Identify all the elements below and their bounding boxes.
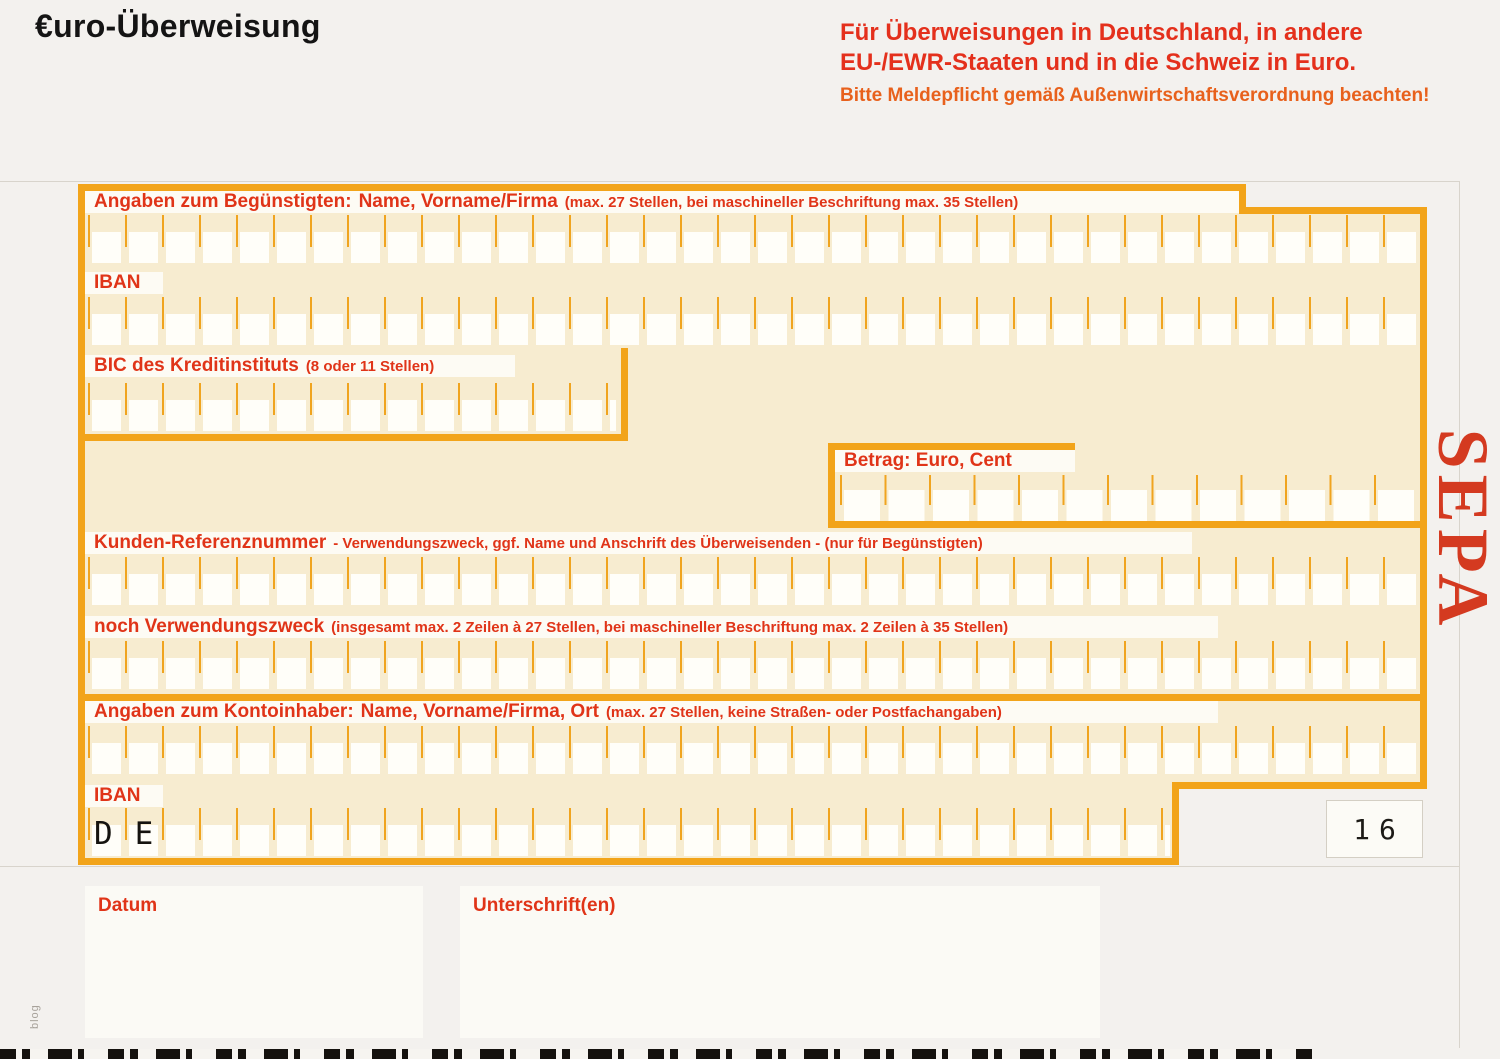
form-border-segment	[828, 521, 1427, 528]
divider	[0, 181, 1460, 182]
form-border-segment	[78, 184, 1246, 191]
bic-field[interactable]	[88, 383, 616, 431]
reference-field[interactable]	[88, 557, 1418, 605]
date-label: Datum	[98, 895, 158, 916]
form-border-segment	[1239, 184, 1246, 214]
purpose-label: noch Verwendungszweck	[94, 616, 325, 637]
form-number: 16	[1353, 812, 1405, 846]
bic-hint: (8 oder 11 Stellen)	[305, 357, 435, 375]
account-iban-field[interactable]	[88, 808, 1170, 856]
account-holder-hint: (max. 27 Stellen, keine Straßen- oder Po…	[605, 703, 1002, 721]
form-border-segment	[1172, 782, 1427, 789]
field-label-beneficiary: Angaben zum Begünstigten: Name, Vorname/…	[85, 191, 1239, 213]
bic-label: BIC des Kreditinstituts	[94, 355, 299, 376]
amount-field[interactable]	[840, 475, 1418, 521]
account-holder-field[interactable]	[88, 726, 1418, 774]
signature-label: Unterschrift(en)	[473, 895, 616, 916]
field-label-bic: BIC des Kreditinstituts (8 oder 11 Stell…	[85, 355, 515, 377]
purpose-second-line-field[interactable]	[88, 641, 1418, 689]
form-border-segment	[78, 694, 1427, 701]
reference-label: Kunden-Referenznummer	[94, 532, 327, 553]
notice-line-1: Für Überweisungen in Deutschland, in and…	[840, 19, 1363, 46]
beneficiary-name-field[interactable]	[88, 215, 1418, 263]
comb-boxes	[92, 658, 1418, 689]
field-label-account-holder: Angaben zum Kontoinhaber: Name, Vorname/…	[85, 701, 1218, 723]
divider	[1459, 181, 1460, 1048]
code-strip	[0, 1049, 1312, 1059]
field-label-amount: Betrag: Euro, Cent	[835, 450, 1075, 472]
comb-boxes	[92, 743, 1418, 774]
form-border-segment	[78, 434, 628, 441]
beneficiary-hint: (max. 27 Stellen, bei maschineller Besch…	[564, 193, 1019, 211]
account-holder-label: Angaben zum Kontoinhaber:	[94, 701, 354, 722]
form-border-segment	[621, 348, 628, 441]
comb-boxes	[92, 314, 1418, 345]
form-border-segment	[1420, 207, 1427, 789]
form-border-segment	[828, 443, 835, 528]
account-holder-sublabel: Name, Vorname/Firma, Ort	[360, 701, 599, 722]
reference-hint: - Verwendungszweck, ggf. Name und Anschr…	[333, 534, 983, 552]
form-border-segment	[78, 184, 85, 865]
amount-label: Betrag: Euro, Cent	[844, 450, 1012, 471]
date-box[interactable]: Datum	[85, 886, 423, 1038]
beneficiary-label: Angaben zum Begünstigten:	[94, 191, 352, 212]
form-title: €uro-Überweisung	[35, 8, 321, 44]
signature-box[interactable]: Unterschrift(en)	[460, 886, 1100, 1038]
form-border-segment	[1239, 207, 1427, 214]
comb-boxes	[92, 400, 616, 431]
notice-line-2: EU-/EWR-Staaten und in die Schweiz in Eu…	[840, 49, 1357, 76]
field-label-purpose: noch Verwendungszweck (insgesamt max. 2 …	[85, 616, 1218, 638]
form-border-segment	[1172, 782, 1179, 865]
comb-boxes	[92, 825, 1170, 856]
form-border-segment	[828, 443, 1075, 450]
transfer-notice: Für Überweisungen in Deutschland, in and…	[840, 18, 1480, 108]
beneficiary-sublabel: Name, Vorname/Firma	[358, 191, 558, 212]
iban-field[interactable]	[88, 297, 1418, 345]
iban-bottom-label: IBAN	[94, 785, 141, 806]
field-label-iban: IBAN	[85, 272, 163, 294]
comb-boxes	[844, 490, 1418, 521]
comb-boxes	[92, 574, 1418, 605]
form-border-segment	[78, 858, 1179, 865]
field-label-reference: Kunden-Referenznummer - Verwendungszweck…	[85, 532, 1192, 554]
form-number-box: 16	[1326, 800, 1423, 858]
watermark: blog	[29, 1004, 41, 1029]
iban-country-prefill: DE	[94, 816, 176, 852]
field-label-iban-bottom: IBAN	[85, 785, 163, 807]
comb-boxes	[92, 232, 1418, 263]
purpose-hint: (insgesamt max. 2 Zeilen à 27 Stellen, b…	[331, 618, 1009, 636]
sepa-mark: SEPA	[1423, 428, 1500, 632]
divider	[0, 866, 1460, 867]
iban-label: IBAN	[94, 272, 141, 293]
notice-line-3: Bitte Meldepflicht gemäß Außenwirtschaft…	[840, 85, 1430, 106]
